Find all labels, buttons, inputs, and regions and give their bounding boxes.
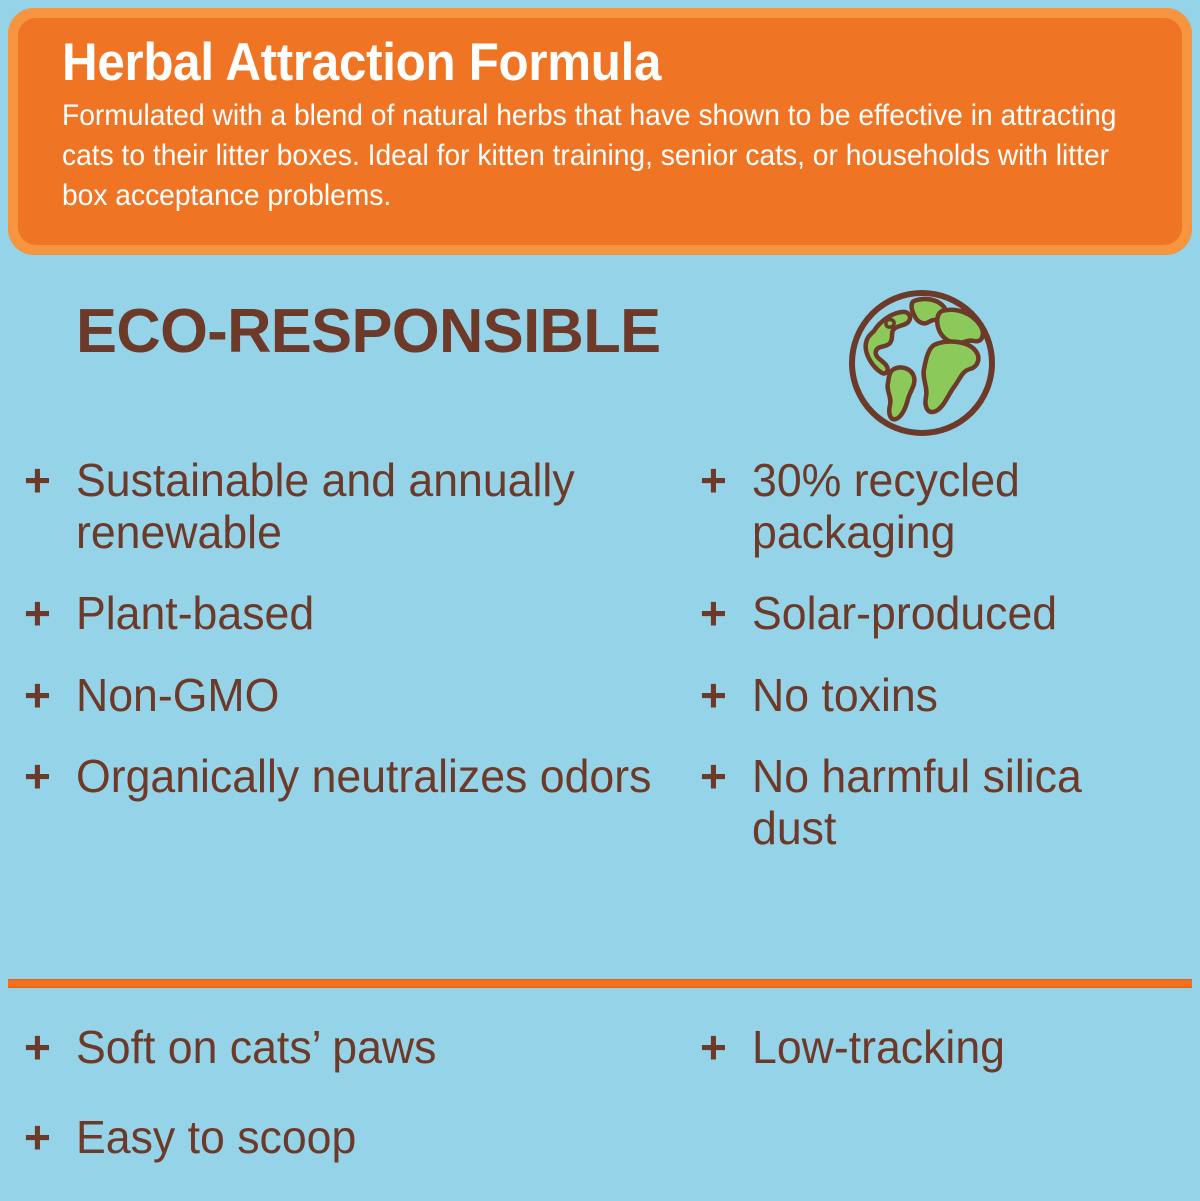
list-item-label: 30% recycled packaging <box>752 454 1020 558</box>
list-item-label: Sustainable and annually renewable <box>76 454 575 558</box>
bottom-features-left-column: + Soft on cats’ paws + Easy to scoop <box>24 1021 684 1201</box>
plus-icon: + <box>24 454 51 506</box>
list-item-label: Solar-produced <box>752 587 1058 640</box>
list-item: + 30% recycled packaging <box>700 454 1190 558</box>
list-item: + Non-GMO <box>24 668 684 722</box>
header-description: Formulated with a blend of natural herbs… <box>62 99 1117 212</box>
section-divider <box>8 979 1192 988</box>
plus-icon: + <box>24 668 51 721</box>
eco-responsible-heading: ECO-RESPONSIBLE <box>76 297 661 366</box>
header-title: Herbal Attraction Formula <box>62 33 662 92</box>
header-callout-box: Herbal Attraction Formula Formulated wit… <box>8 8 1192 255</box>
header-callout-inner: Herbal Attraction Formula Formulated wit… <box>18 18 1182 245</box>
list-item: + Soft on cats’ paws <box>24 1021 684 1074</box>
list-item: + Low-tracking <box>700 1021 1190 1074</box>
list-item: + Easy to scoop <box>24 1110 684 1164</box>
list-item-label: Non-GMO <box>76 668 280 721</box>
list-item-label: Plant-based <box>76 587 315 640</box>
plus-icon: + <box>700 454 727 506</box>
eco-features-right-column: + 30% recycled packaging + Solar-produce… <box>700 454 1190 884</box>
plus-icon: + <box>700 750 727 803</box>
bottom-features-right-column: + Low-tracking <box>700 1021 1190 1112</box>
list-item-label: No toxins <box>752 668 938 721</box>
plus-icon: + <box>24 1021 51 1073</box>
list-item: + Solar-produced <box>700 588 1190 640</box>
eco-heading-row: ECO-RESPONSIBLE <box>0 283 1200 443</box>
list-item: + No harmful silica dust <box>700 750 1190 854</box>
plus-icon: + <box>24 1110 51 1163</box>
plus-icon: + <box>700 668 727 721</box>
list-item-label: Organically neutralizes odors <box>76 750 652 803</box>
list-item: + Sustainable and annually renewable <box>24 454 684 558</box>
globe-icon <box>842 283 1002 443</box>
list-item-label: Low-tracking <box>752 1021 1005 1073</box>
list-item-label: Easy to scoop <box>76 1110 357 1163</box>
list-item: + Organically neutralizes odors <box>24 751 684 803</box>
list-item: + Plant-based <box>24 588 684 640</box>
plus-icon: + <box>700 587 727 640</box>
list-item-label: No harmful silica dust <box>752 750 1082 854</box>
eco-features-left-column: + Sustainable and annually renewable + P… <box>24 454 684 833</box>
list-item-label: Soft on cats’ paws <box>76 1021 437 1073</box>
plus-icon: + <box>700 1021 727 1073</box>
list-item: + No toxins <box>700 668 1190 722</box>
plus-icon: + <box>24 750 51 803</box>
plus-icon: + <box>24 587 51 640</box>
